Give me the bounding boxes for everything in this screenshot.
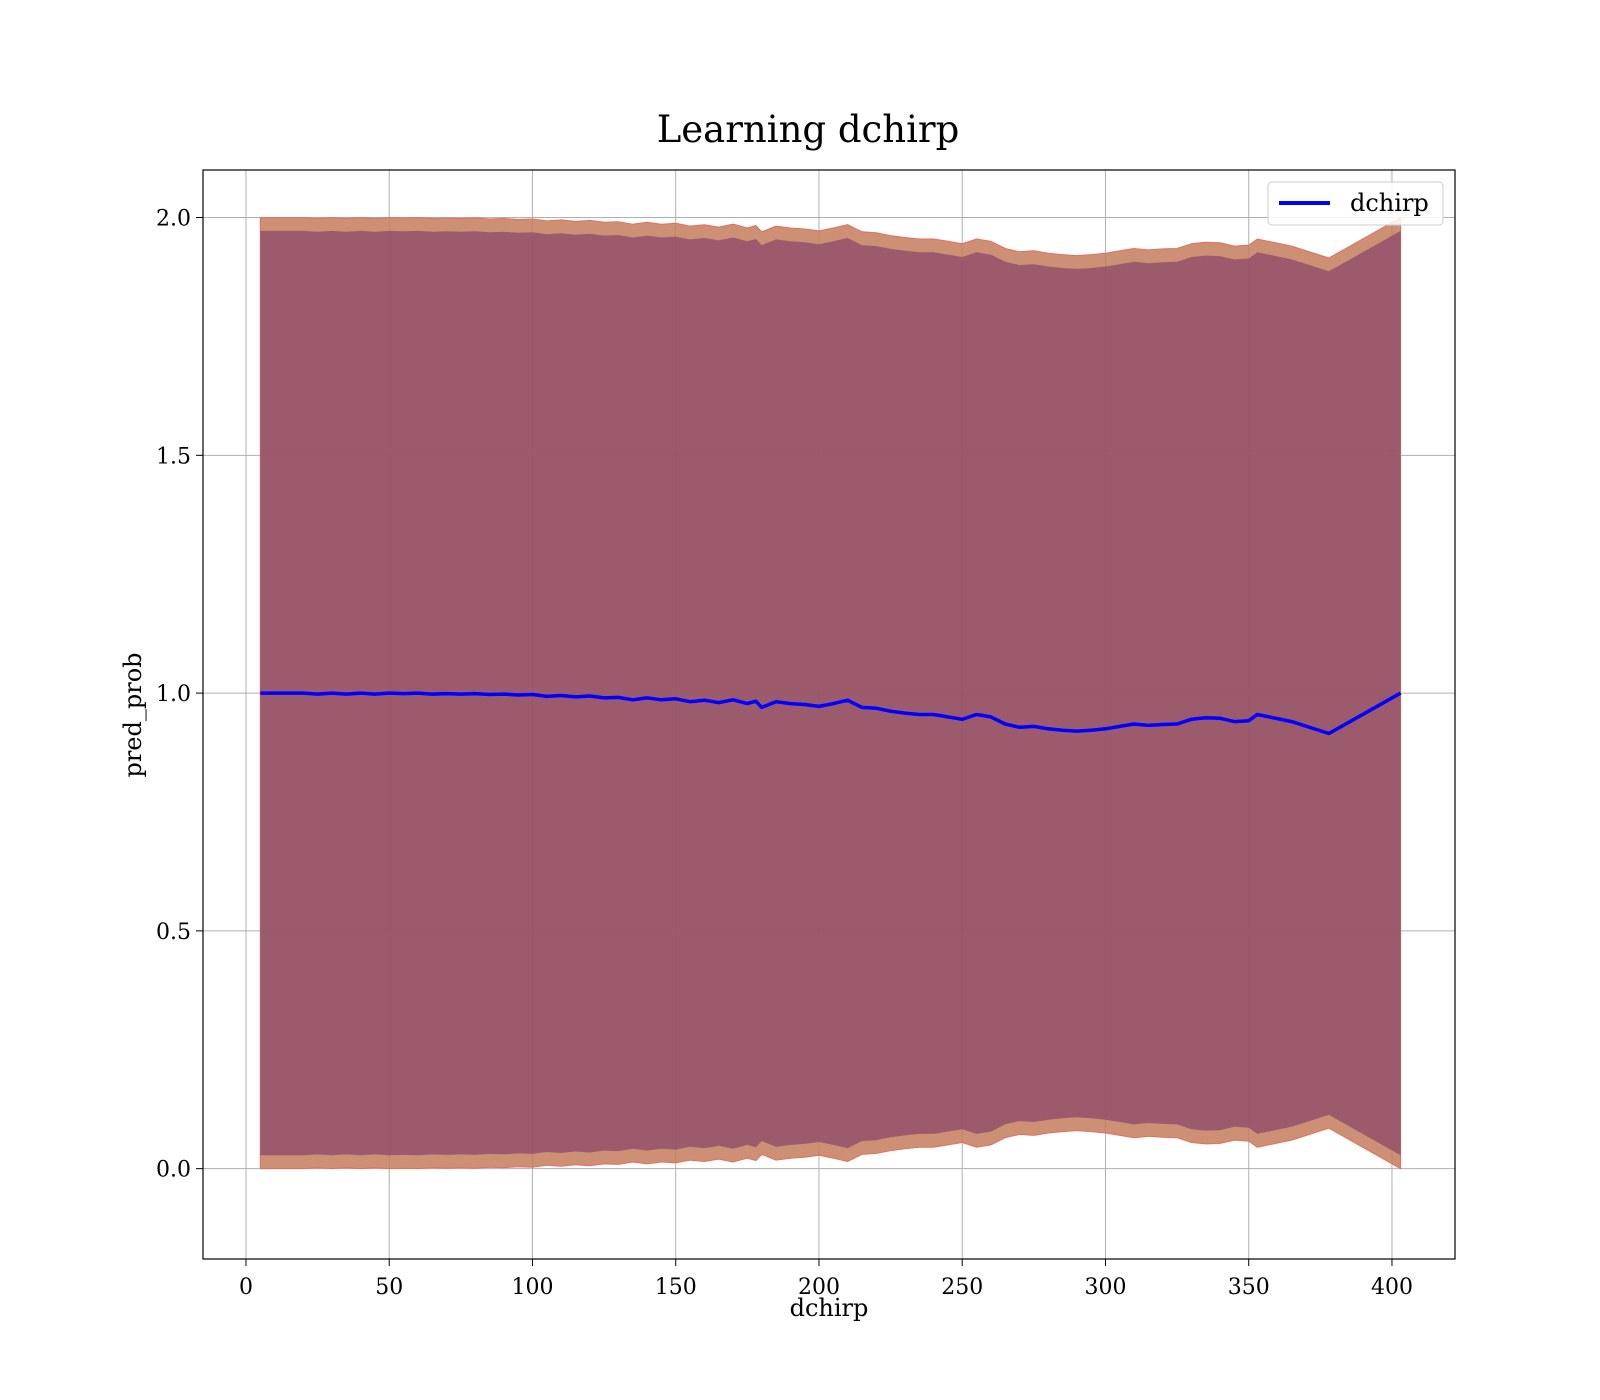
x-tick-label: 350 <box>1228 1275 1270 1300</box>
y-tick-label: 1.0 <box>156 682 191 707</box>
x-tick-label: 0 <box>239 1275 253 1300</box>
x-tick-label: 150 <box>655 1275 697 1300</box>
legend: dchirp <box>1267 181 1444 226</box>
y-axis-ticks: 0.0 0.5 1.0 1.5 2.0 <box>156 207 203 1183</box>
plot-area-frame <box>202 169 1456 1260</box>
legend-box <box>1267 181 1444 226</box>
x-axis-ticks: 0 50 100 150 200 250 300 350 400 <box>239 1259 1413 1300</box>
y-axis-label: pred_prob <box>119 652 147 777</box>
x-tick-label: 250 <box>941 1275 983 1300</box>
confidence-bands <box>259 216 1402 1170</box>
series-line-dchirp <box>260 691 1402 736</box>
y-tick-label: 2.0 <box>156 207 191 232</box>
x-tick-label: 50 <box>375 1275 403 1300</box>
x-tick-label: 100 <box>511 1275 553 1300</box>
series-lines <box>260 691 1402 736</box>
legend-label-dchirp: dchirp <box>1350 189 1429 217</box>
y-tick-label: 0.5 <box>156 920 191 945</box>
x-axis-label: dchirp <box>790 1294 869 1322</box>
inner-band-dchirp <box>260 230 1401 1156</box>
chart-title: Learning dchirp <box>657 108 960 151</box>
x-tick-label: 300 <box>1084 1275 1126 1300</box>
x-tick-label: 200 <box>798 1275 840 1300</box>
y-tick-label: 1.5 <box>156 444 191 469</box>
y-tick-label: 0.0 <box>156 1158 191 1183</box>
x-tick-label: 400 <box>1371 1275 1413 1300</box>
